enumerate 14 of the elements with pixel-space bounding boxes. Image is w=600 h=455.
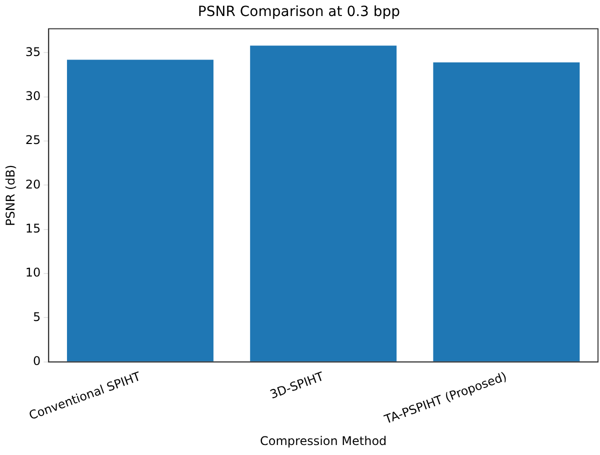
y-tick-label: 20 [25, 177, 41, 192]
y-tick-label: 30 [25, 88, 41, 103]
bar [433, 62, 580, 362]
y-tick-label: 5 [33, 310, 41, 324]
y-tick-label: 35 [25, 44, 41, 59]
chart-title: PSNR Comparison at 0.3 bpp [198, 4, 400, 20]
bar [250, 46, 397, 362]
y-tick-label: 15 [25, 222, 41, 236]
y-tick-label: 0 [33, 354, 41, 368]
y-tick-label: 25 [25, 133, 41, 148]
y-axis-title: PSNR (dB) [3, 164, 18, 226]
x-axis-title: Compression Method [260, 434, 387, 448]
y-tick-label: 10 [25, 266, 41, 280]
bar [66, 60, 214, 362]
